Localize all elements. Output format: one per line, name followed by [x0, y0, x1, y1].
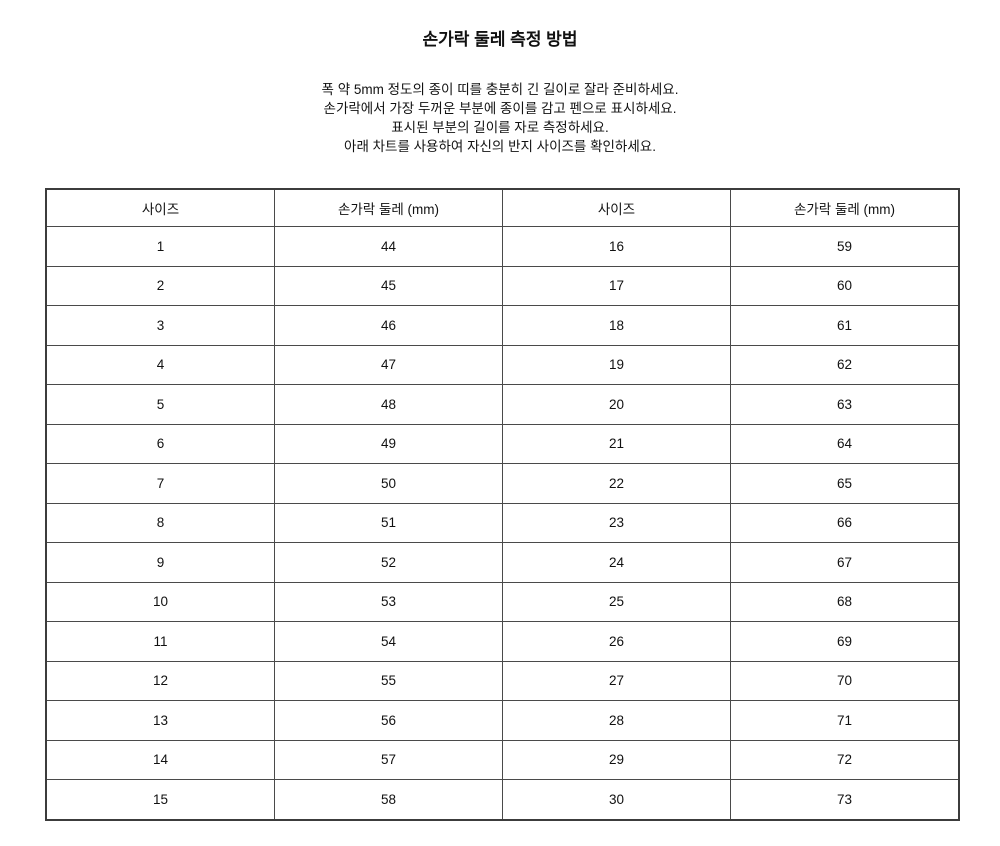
circumference-cell: 72: [729, 739, 960, 780]
circumference-cell: 54: [273, 621, 503, 662]
size-cell: 7: [45, 463, 275, 504]
ring-size-table-head: 사이즈 손가락 둘레 (mm) 사이즈 손가락 둘레 (mm): [45, 188, 960, 227]
size-cell: 18: [501, 305, 731, 346]
circumference-cell: 66: [729, 502, 960, 543]
circumference-cell: 45: [273, 265, 503, 306]
ring-size-table: 사이즈 손가락 둘레 (mm) 사이즈 손가락 둘레 (mm) 1 44 16 59 2 45 1…: [45, 188, 960, 821]
circumference-cell: 65: [729, 463, 960, 504]
table-row: 1 44 16 59: [45, 226, 960, 267]
size-cell: 26: [501, 621, 731, 662]
circumference-cell: 70: [729, 660, 960, 701]
col-header-size: 사이즈: [45, 188, 275, 227]
table-row: 7 50 22 65: [45, 463, 960, 504]
table-row: 14 57 29 72: [45, 739, 960, 780]
table-row: 11 54 26 69: [45, 621, 960, 662]
circumference-cell: 51: [273, 502, 503, 543]
circumference-cell: 49: [273, 423, 503, 464]
table-row: 12 55 27 70: [45, 660, 960, 701]
size-cell: 29: [501, 739, 731, 780]
size-cell: 6: [45, 423, 275, 464]
size-cell: 8: [45, 502, 275, 543]
instruction-line-3: 표시된 부분의 길이를 자로 측정하세요.: [391, 120, 609, 135]
table-row: 13 56 28 71: [45, 700, 960, 741]
circumference-cell: 73: [729, 779, 960, 820]
size-cell: 19: [501, 344, 731, 385]
table-row: 10 53 25 68: [45, 581, 960, 622]
circumference-cell: 52: [273, 542, 503, 583]
page-title: 손가락 둘레 측정 방법: [422, 30, 578, 49]
ring-size-table-body: 1 44 16 59 2 45 17 60 3 46 18 61 4 47 19 62 5 48 20 63 6 49 21…: [45, 226, 960, 820]
size-cell: 1: [45, 226, 275, 267]
table-row: 8 51 23 66: [45, 502, 960, 543]
circumference-cell: 56: [273, 700, 503, 741]
circumference-cell: 59: [729, 226, 960, 267]
table-row: 15 58 30 73: [45, 779, 960, 820]
col-header-circumference: 손가락 둘레 (mm): [273, 188, 503, 227]
instruction-line-2: 손가락에서 가장 두꺼운 부분에 종이를 감고 펜으로 표시하세요.: [323, 101, 677, 116]
col-header-circumference: 손가락 둘레 (mm): [729, 188, 960, 227]
size-cell: 11: [45, 621, 275, 662]
circumference-cell: 64: [729, 423, 960, 464]
size-cell: 2: [45, 265, 275, 306]
table-row: 9 52 24 67: [45, 542, 960, 583]
size-cell: 30: [501, 779, 731, 820]
size-cell: 5: [45, 384, 275, 425]
size-cell: 16: [501, 226, 731, 267]
size-cell: 3: [45, 305, 275, 346]
circumference-cell: 60: [729, 265, 960, 306]
circumference-cell: 63: [729, 384, 960, 425]
circumference-cell: 48: [273, 384, 503, 425]
size-cell: 23: [501, 502, 731, 543]
circumference-cell: 67: [729, 542, 960, 583]
circumference-cell: 53: [273, 581, 503, 622]
size-cell: 22: [501, 463, 731, 504]
size-cell: 14: [45, 739, 275, 780]
size-cell: 21: [501, 423, 731, 464]
size-cell: 10: [45, 581, 275, 622]
circumference-cell: 46: [273, 305, 503, 346]
table-row: 4 47 19 62: [45, 344, 960, 385]
size-cell: 17: [501, 265, 731, 306]
circumference-cell: 58: [273, 779, 503, 820]
instruction-line-1: 폭 약 5mm 정도의 종이 띠를 충분히 긴 길이로 잘라 준비하세요.: [321, 82, 679, 97]
size-cell: 28: [501, 700, 731, 741]
table-row: 6 49 21 64: [45, 423, 960, 464]
circumference-cell: 68: [729, 581, 960, 622]
size-cell: 13: [45, 700, 275, 741]
col-header-size: 사이즈: [501, 188, 731, 227]
size-cell: 15: [45, 779, 275, 820]
table-row: 3 46 18 61: [45, 305, 960, 346]
size-cell: 24: [501, 542, 731, 583]
circumference-cell: 61: [729, 305, 960, 346]
instruction-line-4: 아래 차트를 사용하여 자신의 반지 사이즈를 확인하세요.: [344, 139, 656, 154]
circumference-cell: 44: [273, 226, 503, 267]
measurement-instructions: 폭 약 5mm 정도의 종이 띠를 충분히 긴 길이로 잘라 준비하세요. 손가…: [0, 80, 1000, 156]
table-row: 5 48 20 63: [45, 384, 960, 425]
size-cell: 9: [45, 542, 275, 583]
size-cell: 12: [45, 660, 275, 701]
size-cell: 4: [45, 344, 275, 385]
circumference-cell: 62: [729, 344, 960, 385]
size-cell: 25: [501, 581, 731, 622]
size-cell: 20: [501, 384, 731, 425]
circumference-cell: 57: [273, 739, 503, 780]
circumference-cell: 69: [729, 621, 960, 662]
circumference-cell: 47: [273, 344, 503, 385]
table-header-row: 사이즈 손가락 둘레 (mm) 사이즈 손가락 둘레 (mm): [45, 188, 960, 227]
table-row: 2 45 17 60: [45, 265, 960, 306]
size-cell: 27: [501, 660, 731, 701]
circumference-cell: 71: [729, 700, 960, 741]
circumference-cell: 50: [273, 463, 503, 504]
circumference-cell: 55: [273, 660, 503, 701]
